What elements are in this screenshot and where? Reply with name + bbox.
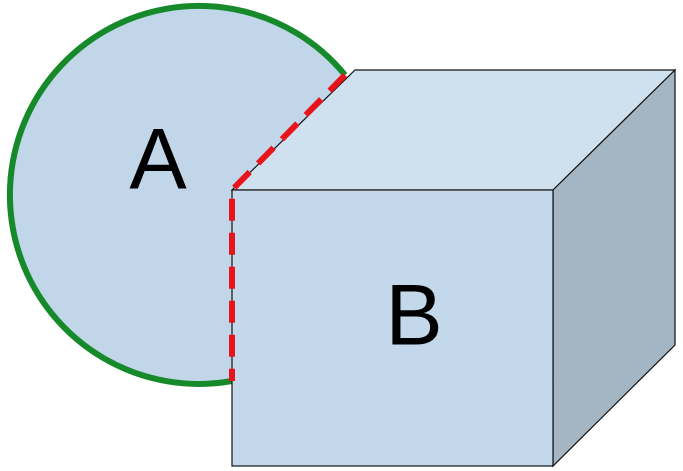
label-a: A — [129, 112, 187, 208]
set-a-outline — [6, 2, 348, 387]
label-b: B — [385, 268, 442, 364]
cube-front — [231, 189, 554, 467]
intersection-boundary — [229, 72, 348, 381]
